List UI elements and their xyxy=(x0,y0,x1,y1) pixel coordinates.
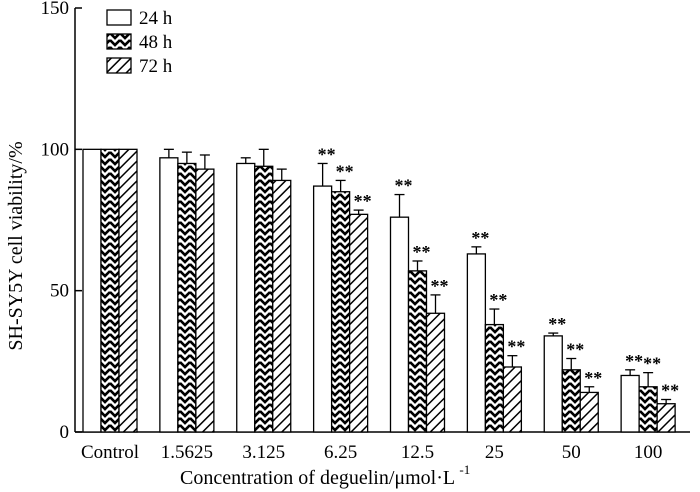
x-tick-label: 3.125 xyxy=(242,442,285,463)
y-tick-label: 0 xyxy=(60,422,70,443)
bar xyxy=(425,312,446,433)
y-tick-label: 50 xyxy=(50,281,69,302)
significance-label: ** xyxy=(336,161,354,181)
bar xyxy=(100,148,120,433)
significance-label: ** xyxy=(584,368,602,388)
significance-label: ** xyxy=(395,176,413,196)
bar xyxy=(330,191,351,433)
significance-label: ** xyxy=(661,380,679,400)
significance-label: ** xyxy=(507,337,525,357)
legend-swatch xyxy=(106,57,132,74)
x-tick-label: Control xyxy=(81,442,139,463)
bar xyxy=(484,323,505,433)
bars: ************************** **** xyxy=(82,144,679,433)
significance-label: ** xyxy=(318,144,336,164)
bar xyxy=(236,162,256,433)
x-tick-label: 6.25 xyxy=(324,442,357,463)
legend-label: 72 h xyxy=(139,56,173,77)
significance-label: ** xyxy=(625,351,643,371)
legend-label: 24 h xyxy=(139,8,173,29)
legend-swatch xyxy=(106,33,132,50)
bar xyxy=(254,165,274,433)
y-ticks: 0 50 100 150 xyxy=(41,0,82,443)
bar xyxy=(561,369,581,433)
x-tick-label: 12.5 xyxy=(401,442,434,463)
bar xyxy=(272,179,292,433)
y-tick-label: 150 xyxy=(41,0,70,19)
legend: 24 h 48 h 72 h xyxy=(106,8,173,77)
x-tick-label: 50 xyxy=(562,442,581,463)
x-axis-label: Concentration of deguelin/μmol·L -1 xyxy=(180,462,470,489)
bar xyxy=(620,374,640,433)
bar xyxy=(177,162,197,433)
bar xyxy=(543,335,563,433)
significance-label: ** xyxy=(489,290,507,310)
legend-swatch xyxy=(106,9,132,26)
bar xyxy=(312,185,333,433)
bar xyxy=(389,216,410,433)
significance-label: ** xyxy=(354,191,372,211)
x-tick-label: 100 xyxy=(634,442,663,463)
significance-label: ** xyxy=(548,314,566,334)
x-ticks: Control 1.5625 3.125 6.25 12.5 25 50 100 xyxy=(81,442,662,463)
x-tick-label: 25 xyxy=(485,442,504,463)
legend-label: 48 h xyxy=(139,32,173,53)
bar xyxy=(82,148,102,433)
y-tick-label: 100 xyxy=(41,139,70,160)
bar xyxy=(638,386,658,433)
bar xyxy=(407,270,428,433)
significance-label: ** xyxy=(566,340,584,360)
bar xyxy=(579,391,599,433)
y-axis-label: SH-SY5Y cell viability/% xyxy=(5,141,27,350)
bar xyxy=(159,157,179,433)
x-axis-label-main: Concentration of deguelin/μmol·L xyxy=(180,467,455,489)
bar xyxy=(656,403,676,433)
bar xyxy=(466,253,487,433)
significance-label: ** xyxy=(471,228,489,248)
significance-label: ** xyxy=(413,242,431,262)
bar xyxy=(195,168,215,433)
significance-label: ** xyxy=(431,276,449,296)
bar xyxy=(502,366,523,433)
bar xyxy=(348,213,369,433)
significance-label: ** xyxy=(643,354,661,374)
axes: 0 50 100 150 Control 1.5625 3.125 6.25 12.5 25 50… xyxy=(41,0,690,463)
bar xyxy=(118,148,138,433)
x-axis-label-superscript: -1 xyxy=(459,462,470,477)
x-tick-label: 1.5625 xyxy=(161,442,213,463)
